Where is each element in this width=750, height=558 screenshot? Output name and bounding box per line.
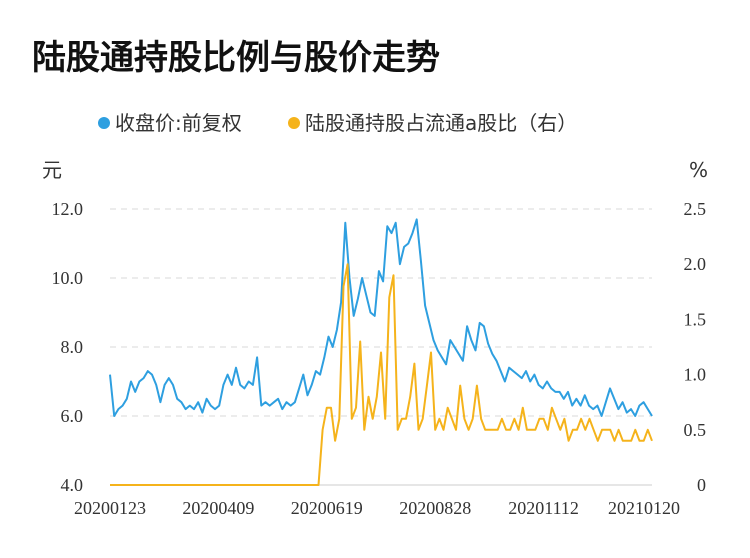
x-tick-label: 20200619 — [291, 498, 363, 518]
y-right-tick-label: 2.5 — [684, 199, 707, 219]
legend: 收盘价:前复权 陆股通持股占流通a股比（右） — [98, 111, 577, 135]
left-axis-unit: 元 — [42, 158, 62, 182]
y-left-tick-label: 6.0 — [61, 406, 84, 426]
legend-label-holding: 陆股通持股占流通a股比（右） — [305, 111, 577, 135]
x-tick-label: 20201112 — [508, 498, 579, 518]
chart-title: 陆股通持股比例与股价走势 — [32, 38, 440, 78]
legend-marker-holding — [288, 117, 300, 129]
series-line-holding — [110, 263, 653, 486]
y-left-tick-label: 10.0 — [52, 268, 84, 288]
x-tick-label: 20200123 — [74, 498, 146, 518]
y-left-tick-label: 8.0 — [61, 337, 84, 357]
series-line-price — [109, 218, 653, 417]
y-right-tick-label: 0 — [697, 475, 706, 495]
x-tick-label: 20200828 — [399, 498, 471, 518]
y-left-tick-label: 12.0 — [52, 199, 84, 219]
grid — [110, 208, 652, 486]
x-tick-label: 20210120 — [608, 498, 680, 518]
y-right-tick-label: 1.5 — [684, 309, 707, 329]
y-right-tick-label: 2.0 — [684, 254, 707, 274]
right-axis-unit: % — [689, 158, 708, 182]
legend-label-price: 收盘价:前复权 — [115, 111, 242, 135]
x-tick-label: 20200409 — [182, 498, 254, 518]
series-lines — [109, 218, 653, 486]
y-right-tick-label: 1.0 — [684, 365, 707, 385]
legend-marker-price — [98, 117, 110, 129]
y-right-tick-label: 0.5 — [684, 420, 707, 440]
axis-ticks: 4.0 6.0 8.0 10.0 12.0 0 0.5 1.0 1.5 2.0 2.5 2020012… — [52, 199, 707, 518]
y-left-tick-label: 4.0 — [61, 475, 84, 495]
